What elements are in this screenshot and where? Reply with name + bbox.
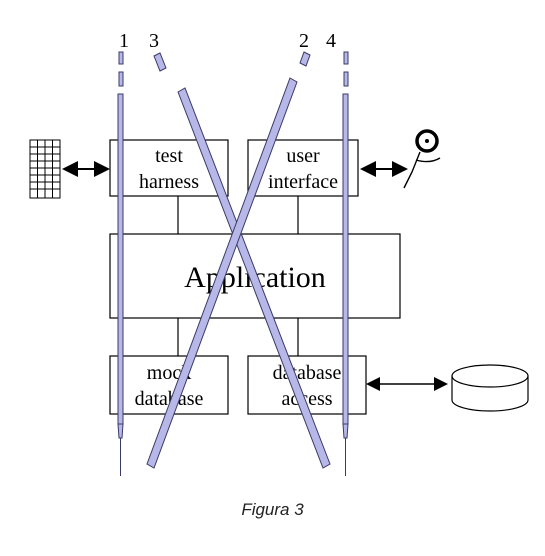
lane-1-dash-1 <box>118 51 124 65</box>
lane-1-bar <box>117 93 124 425</box>
lane-3-dash <box>153 52 167 72</box>
user-interface-label-2: interface <box>268 171 338 193</box>
lane-label-3: 3 <box>149 30 159 52</box>
mock-database-label-2: database <box>135 388 204 410</box>
lane-label-4: 4 <box>326 30 336 52</box>
database-arrow <box>366 377 448 391</box>
lane-3-bar <box>177 87 331 469</box>
lane-4 <box>342 51 349 476</box>
lane-1-dash-2 <box>118 71 124 87</box>
lane-4-dash-2 <box>343 71 349 87</box>
connectors <box>177 196 299 356</box>
lane-4-tip <box>342 423 349 439</box>
database-icon <box>451 364 529 412</box>
lane-4-dash-1 <box>343 51 349 65</box>
lane-1 <box>117 51 124 476</box>
user-icon <box>403 129 441 189</box>
lane-3 <box>153 52 331 469</box>
double-arrow-right <box>360 161 408 177</box>
test-harness-label-2: harness <box>139 171 199 193</box>
test-harness-label-1: test <box>155 145 183 167</box>
lane-1-tip <box>117 423 124 439</box>
double-arrow-left <box>62 161 110 177</box>
lane-2 <box>146 51 311 469</box>
lane-label-2: 2 <box>299 30 309 52</box>
lane-label-1: 1 <box>119 30 129 52</box>
lanes <box>117 51 349 476</box>
lane-2-dash <box>299 51 311 67</box>
lane-2-bar <box>146 77 298 469</box>
figure-caption: Figura 3 <box>241 500 304 519</box>
lane-4-bar <box>342 93 349 425</box>
user-interface-label-1: user <box>286 145 320 167</box>
spreadsheet-icon <box>29 139 61 199</box>
